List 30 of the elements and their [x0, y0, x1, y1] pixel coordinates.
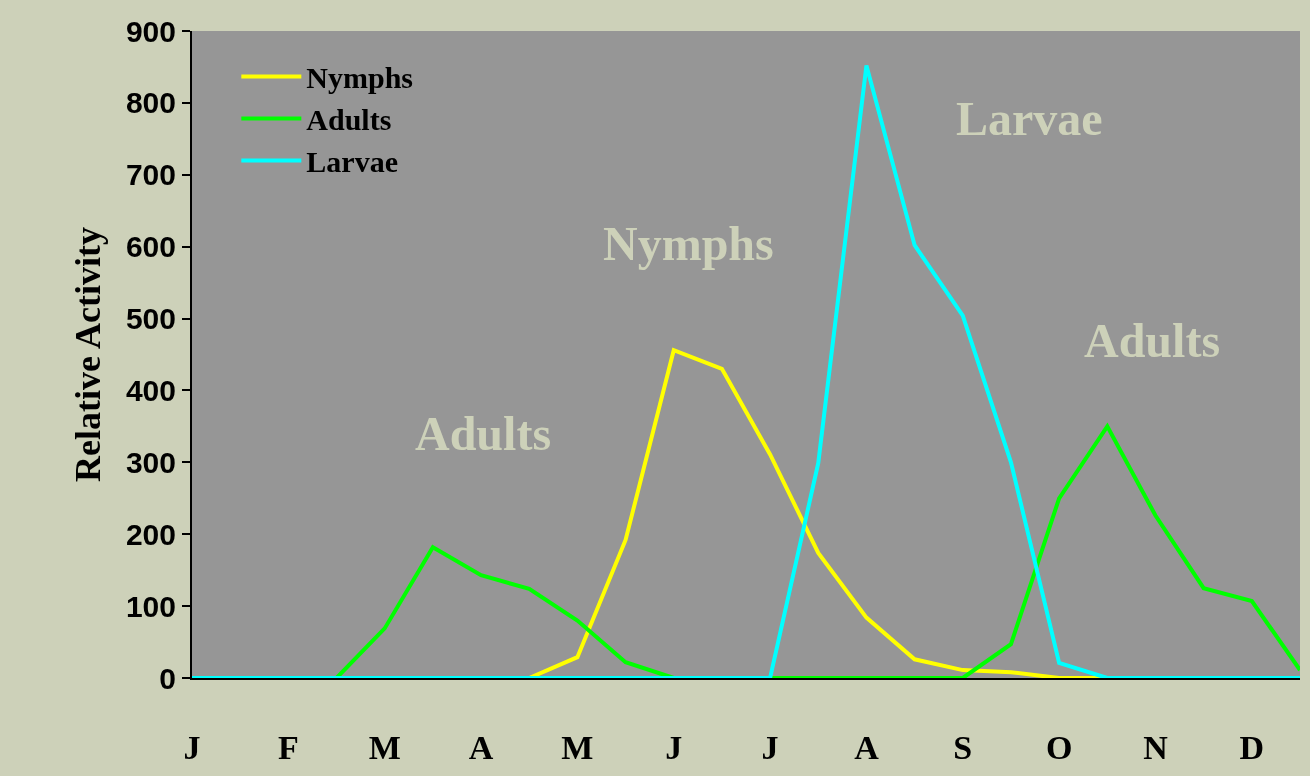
- y-tick-label: 100: [125, 589, 176, 623]
- x-tick-label: A: [854, 728, 880, 766]
- legend-label: Larvae: [306, 145, 398, 179]
- x-tick-label: D: [1239, 728, 1265, 766]
- y-axis-title: Relative Activity: [68, 227, 109, 482]
- x-tick-label: J: [183, 728, 201, 766]
- y-tick-label: 300: [125, 445, 176, 479]
- x-tick-label: N: [1143, 728, 1169, 766]
- legend-label: Adults: [306, 103, 392, 137]
- y-tick-label: 600: [125, 230, 176, 264]
- annotation: Adults: [1084, 314, 1221, 367]
- y-tick-label: 200: [125, 517, 176, 551]
- y-tick-label: 400: [125, 373, 176, 407]
- x-tick-label: J: [761, 728, 779, 766]
- x-tick-label: M: [561, 728, 594, 766]
- x-tick-label: S: [953, 728, 973, 766]
- y-tick-label: 800: [125, 86, 176, 120]
- x-tick-label: J: [665, 728, 683, 766]
- x-tick-label: M: [368, 728, 401, 766]
- legend-label: Nymphs: [306, 61, 414, 95]
- annotation: Larvae: [956, 92, 1103, 145]
- x-tick-label: F: [277, 728, 299, 766]
- y-tick-label: 500: [125, 302, 176, 336]
- y-tick-label: 700: [125, 158, 176, 192]
- x-tick-label: O: [1045, 728, 1073, 766]
- annotation: Nymphs: [603, 217, 774, 270]
- x-tick-label: A: [468, 728, 494, 766]
- annotation: Adults: [415, 407, 552, 460]
- y-tick-label: 900: [125, 14, 176, 48]
- y-tick-label: 0: [159, 661, 176, 695]
